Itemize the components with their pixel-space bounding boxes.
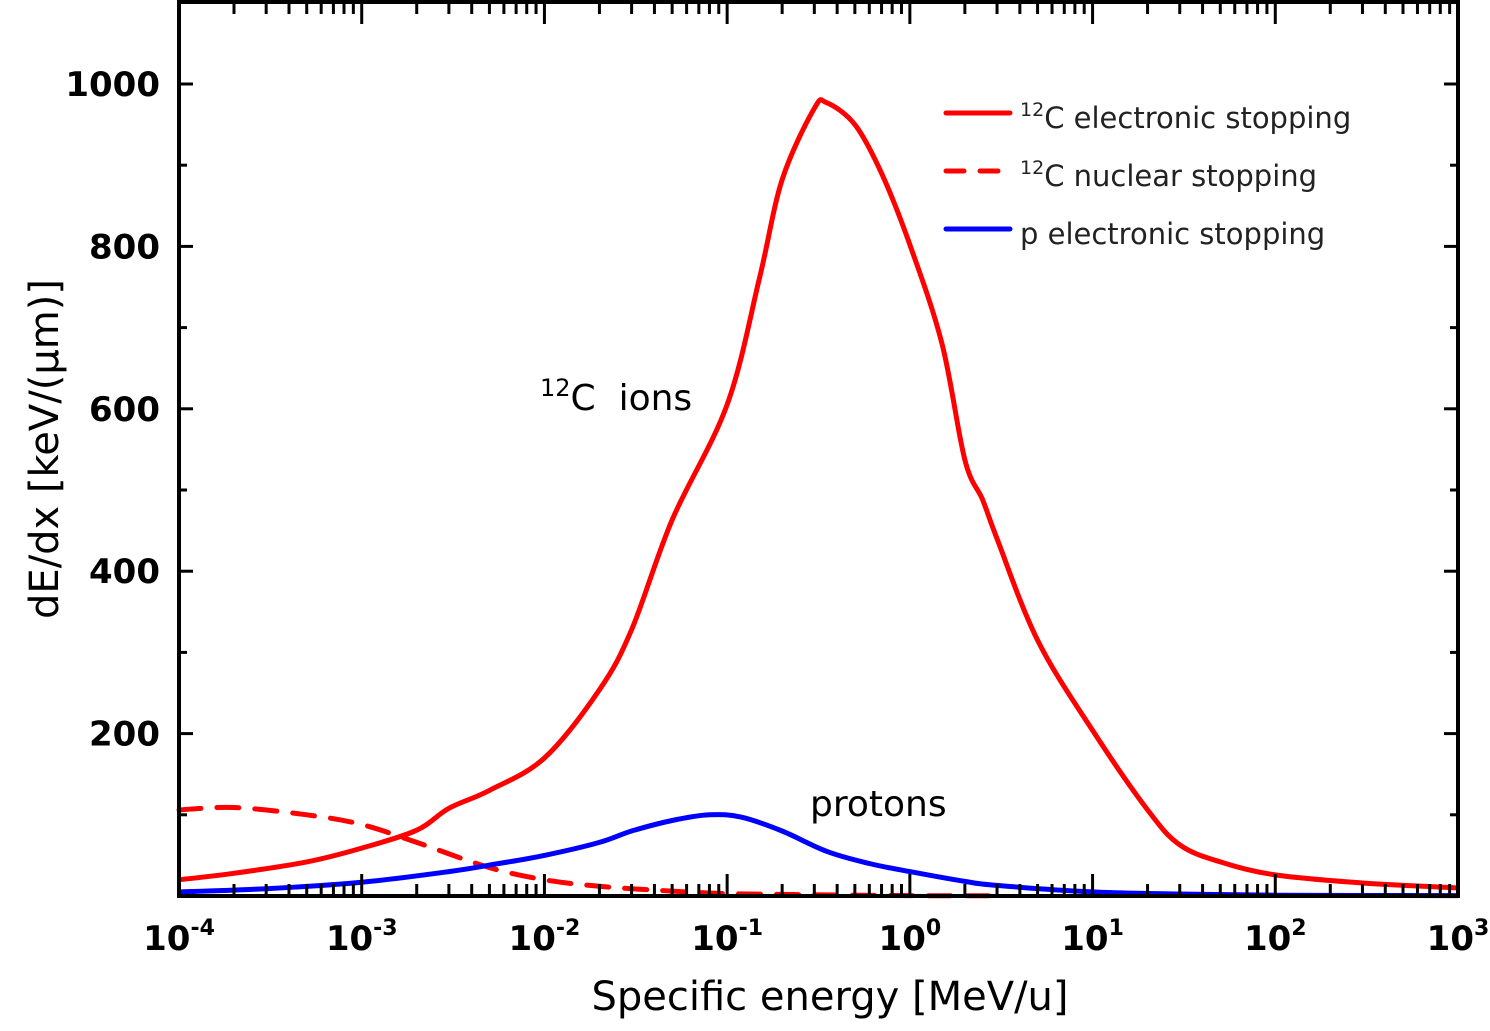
legend-sup: 12 — [1020, 157, 1044, 179]
x-ticks: 10-4 10-3 10-2 10-1 100 101 102 103 — [143, 2, 1489, 959]
x-tick-exp: 1 — [1109, 916, 1124, 941]
x-tick-label: 10-1 — [691, 916, 763, 959]
x-tick-base: 10 — [326, 919, 373, 959]
x-tick-base: 10 — [691, 919, 738, 959]
x-tick-exp: -4 — [190, 916, 214, 941]
x-tick-base: 10 — [509, 919, 556, 959]
annotation-text: C ions — [571, 378, 693, 419]
x-tick-label: 10-2 — [509, 916, 581, 959]
x-tick-label: 102 — [1244, 916, 1307, 959]
x-tick-label: 10-3 — [326, 916, 398, 959]
x-tick-exp: 0 — [926, 916, 941, 941]
annotation-protons: protons — [810, 784, 947, 825]
legend-item-c-electronic: 12C electronic stopping — [943, 99, 1351, 135]
x-tick-base: 10 — [1244, 919, 1291, 959]
x-tick-exp: 3 — [1474, 916, 1489, 941]
legend-label: C nuclear stopping — [1044, 159, 1317, 193]
y-ticks: 200 400 600 800 1000 — [65, 65, 1458, 817]
legend: 12C electronic stopping 12C nuclear stop… — [943, 99, 1351, 251]
plot-frame — [177, 0, 1460, 898]
x-tick-exp: -2 — [556, 916, 580, 941]
y-tick-label: 800 — [89, 227, 160, 267]
legend-label: p electronic stopping — [1020, 217, 1325, 251]
y-axis-title: dE/dx [keV/(µm)] — [22, 279, 68, 619]
series-line-0 — [178, 97, 1459, 891]
y-tick-label: 400 — [89, 552, 160, 592]
x-tick-exp: -3 — [373, 916, 397, 941]
x-tick-label: 101 — [1061, 916, 1124, 959]
legend-sup: 12 — [1020, 99, 1044, 121]
y-tick-label: 1000 — [65, 65, 160, 105]
x-axis-title: Specific energy [MeV/u] — [591, 974, 1068, 1020]
x-tick-base: 10 — [1061, 919, 1108, 959]
x-tick-base: 10 — [143, 919, 190, 959]
svg-text:12C electronic stopping: 12C electronic stopping — [1020, 99, 1351, 135]
annotation-c-ions: 12C ions — [540, 374, 692, 419]
y-tick-label: 600 — [89, 390, 160, 430]
x-tick-label: 103 — [1427, 916, 1490, 959]
legend-item-p-electronic: p electronic stopping — [943, 217, 1325, 251]
x-tick-base: 10 — [879, 919, 926, 959]
x-tick-base: 10 — [1427, 919, 1474, 959]
annotation-sup: 12 — [540, 374, 571, 402]
x-tick-label: 100 — [879, 916, 942, 959]
legend-item-c-nuclear: 12C nuclear stopping — [943, 157, 1317, 193]
x-tick-exp: -1 — [739, 916, 763, 941]
series-line-2 — [178, 812, 1459, 899]
x-tick-label: 10-4 — [143, 916, 215, 959]
x-tick-exp: 2 — [1291, 916, 1306, 941]
y-tick-label: 200 — [89, 715, 160, 755]
svg-text:12C nuclear stopping: 12C nuclear stopping — [1020, 157, 1317, 193]
legend-label: C electronic stopping — [1044, 101, 1351, 135]
